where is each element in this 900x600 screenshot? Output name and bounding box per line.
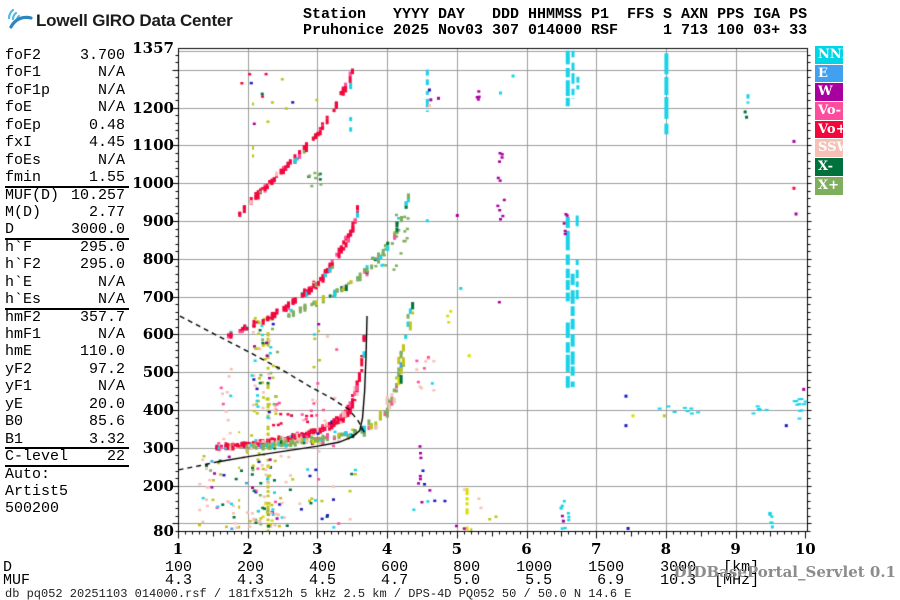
x-tick-label: 2	[242, 540, 253, 558]
x-tick-label: 7	[590, 540, 602, 558]
measurement-caption: db pq052 20251103 014000.rsf / 181fx512h…	[5, 587, 632, 600]
y-tick-label: 800	[142, 249, 174, 268]
y-tick-label: 1000	[132, 174, 174, 193]
y-tick-label: 1200	[132, 98, 174, 117]
distance-row: D 100 200 400 600 800 1000 1500 3000 [km…	[3, 559, 760, 576]
muf-row: MUF 4.3 4.3 4.5 4.7 5.0 5.5 6.9 10.3 [MH…	[3, 572, 760, 589]
servlet-version-label: DIDBasePortal_Servlet 0.1	[673, 563, 896, 581]
legend-item-vo: Vo-	[815, 102, 843, 121]
x-tick-label: 6	[521, 540, 532, 558]
x-tick-label: 8	[660, 540, 672, 558]
legend-item-w: W	[815, 83, 843, 103]
y-tick-label: 700	[142, 287, 174, 306]
y-tick-label: 1357	[132, 39, 174, 58]
x-tick-label: 4	[381, 540, 393, 558]
y-tick-label: 80	[153, 522, 174, 540]
x-tick-label: 9	[730, 540, 741, 558]
legend-item-vo: Vo+	[815, 120, 846, 140]
y-tick-label: 400	[142, 401, 174, 420]
x-tick-label: 1	[172, 540, 184, 558]
echo-direction-legend: NNE E W Vo- Vo+ SSW X- X+	[815, 46, 852, 196]
x-tick-label: 3	[312, 540, 323, 558]
y-tick-label: 300	[142, 438, 174, 457]
y-tick-label: 200	[142, 476, 174, 495]
legend-item-ssw: SSW	[815, 139, 851, 159]
legend-item-x: X-	[815, 158, 843, 177]
y-tick-label: 900	[142, 212, 174, 231]
x-tick-label: 5	[451, 540, 463, 558]
legend-item-e: E	[815, 64, 843, 84]
y-tick-label: 1100	[132, 136, 174, 155]
y-tick-label: 500	[142, 363, 174, 382]
x-tick-label: 10	[794, 540, 816, 558]
legend-item-x: X+	[815, 176, 843, 196]
legend-item-nne: NNE	[815, 46, 852, 65]
y-tick-label: 600	[142, 325, 174, 344]
